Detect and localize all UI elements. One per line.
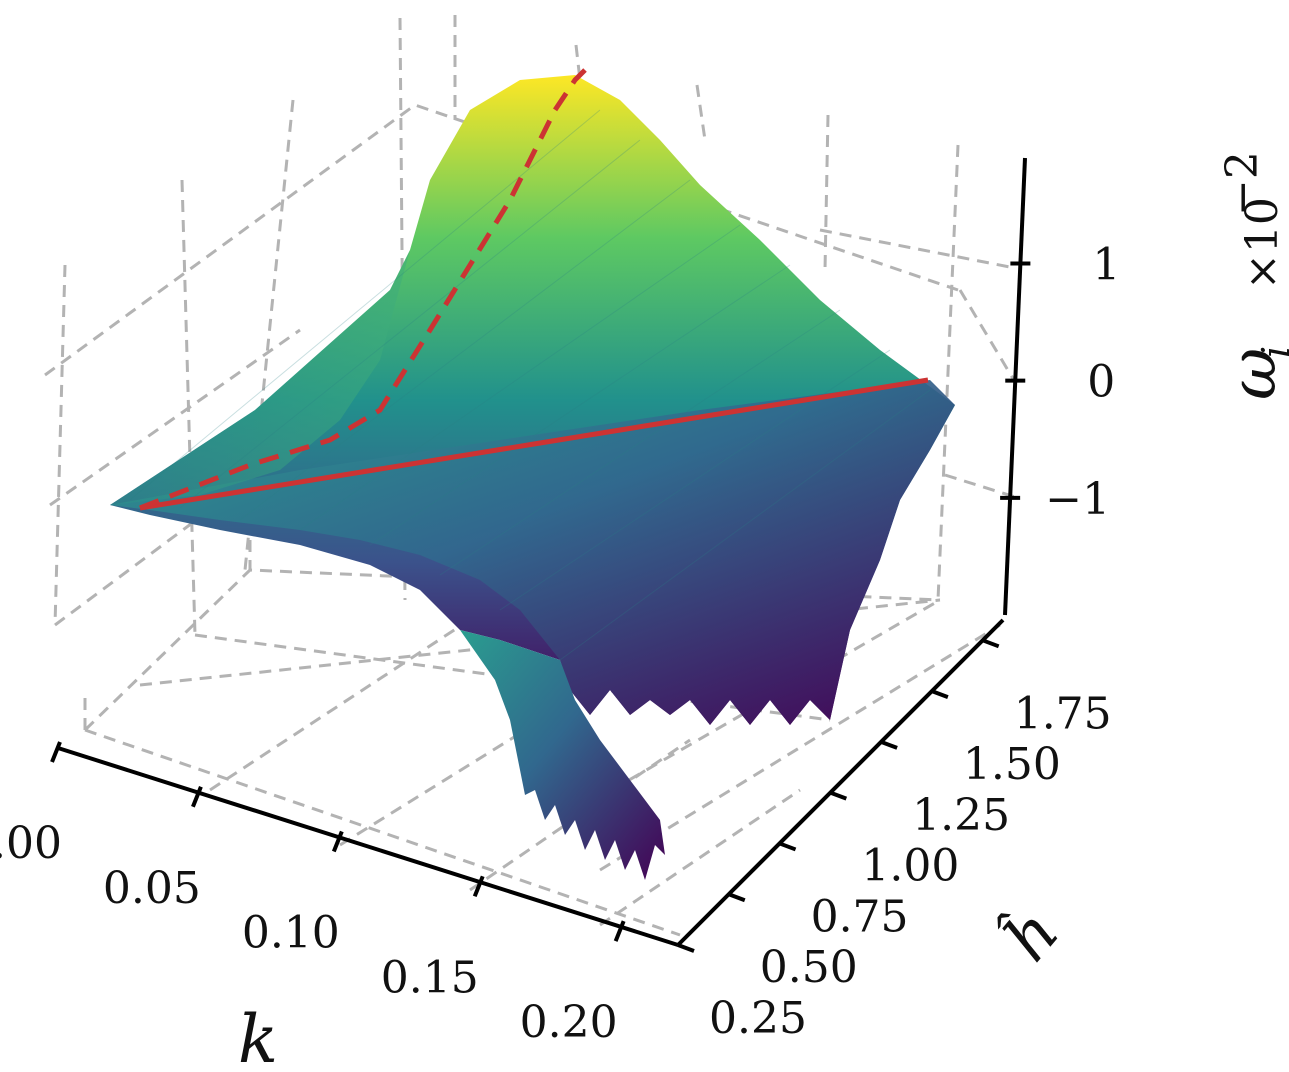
k-axis-line <box>57 746 679 947</box>
k-tick-mark <box>472 875 485 898</box>
k-axis-label: k <box>238 1001 278 1072</box>
neutral-curve-line <box>139 377 929 511</box>
h-tick-mark <box>829 790 848 801</box>
h-tick-mark <box>778 841 797 852</box>
axes <box>57 157 1027 947</box>
h-tick-label: 0.75 <box>811 891 909 942</box>
h-tick-label: 1.00 <box>861 841 959 892</box>
z-axis-label: ω i ×10 −2 <box>1217 151 1289 400</box>
surface-left-shade <box>110 250 410 505</box>
ridge-curve-line <box>139 68 587 511</box>
k-tick-label: 0.05 <box>103 863 201 914</box>
h-tick-mark <box>981 638 1000 649</box>
k-tick-mark <box>331 830 344 853</box>
k-tick-mark <box>191 786 203 808</box>
z-tick-label: 1 <box>1092 239 1120 290</box>
k-tick-label: 0.00 <box>0 818 62 869</box>
k-tick-label: 0.15 <box>381 952 479 1003</box>
z-tick-label: −1 <box>1045 474 1110 525</box>
z-axis-ticks: 1 0 −1 <box>1000 239 1120 525</box>
h-tick-label: 0.25 <box>709 993 807 1044</box>
data-lines <box>139 68 929 511</box>
z-scale-text: ×10 <box>1237 197 1288 290</box>
k-tick-label: 0.10 <box>242 908 340 959</box>
h-tick-mark <box>728 892 746 903</box>
z-axis-line <box>1003 157 1027 616</box>
h-tick-mark <box>677 943 695 953</box>
z-axis-label-main: ω <box>1217 348 1289 400</box>
k-tick-mark <box>613 920 626 942</box>
h-tick-mark <box>880 740 898 750</box>
k-tick-label: 0.20 <box>520 997 618 1048</box>
h-tick-label: 1.50 <box>963 739 1061 790</box>
k-axis-ticks: 0.00 0.05 0.10 0.15 0.20 <box>0 741 626 1048</box>
h-tick-mark <box>931 689 949 699</box>
surface-mesh <box>110 75 955 880</box>
h-tick-label: 1.25 <box>912 790 1010 841</box>
h-tick-label: 1.75 <box>1014 688 1112 739</box>
h-axis-ticks: 0.250.500.751.001.251.501.75 <box>677 638 1112 1044</box>
surface-tail <box>460 630 665 880</box>
k-tick-mark <box>50 741 62 763</box>
z-tick-label: 0 <box>1087 357 1115 408</box>
h-tick-label: 0.50 <box>760 942 858 993</box>
h-axis-line <box>676 618 1005 947</box>
z-scale-exponent: −2 <box>1217 151 1268 216</box>
surface-front-face <box>110 380 955 725</box>
h-axis-label: ĥ <box>990 896 1074 976</box>
z-axis-label-subscript: i <box>1254 346 1289 358</box>
